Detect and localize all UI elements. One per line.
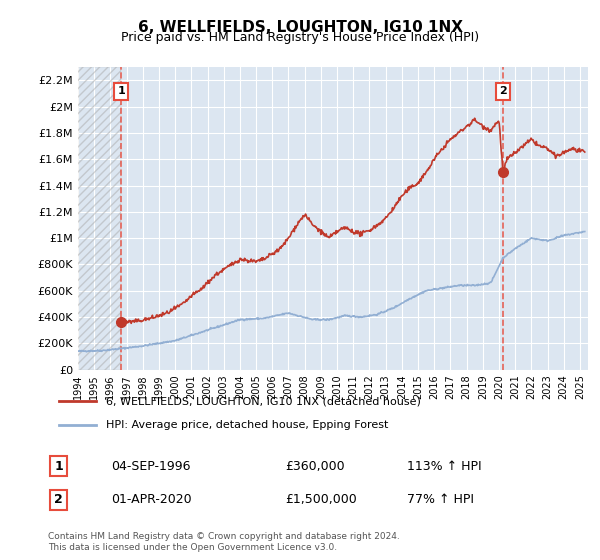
Text: 2: 2 — [499, 86, 507, 96]
Text: 6, WELLFIELDS, LOUGHTON, IG10 1NX (detached house): 6, WELLFIELDS, LOUGHTON, IG10 1NX (detac… — [106, 396, 421, 407]
Text: £1,500,000: £1,500,000 — [286, 493, 358, 506]
Text: 01-APR-2020: 01-APR-2020 — [112, 493, 192, 506]
Text: 04-SEP-1996: 04-SEP-1996 — [112, 460, 191, 473]
Text: 6, WELLFIELDS, LOUGHTON, IG10 1NX: 6, WELLFIELDS, LOUGHTON, IG10 1NX — [137, 20, 463, 35]
Text: 2: 2 — [54, 493, 63, 506]
Text: 1: 1 — [54, 460, 63, 473]
Text: 1: 1 — [118, 86, 125, 96]
Text: 113% ↑ HPI: 113% ↑ HPI — [407, 460, 482, 473]
Text: £360,000: £360,000 — [286, 460, 345, 473]
Text: Contains HM Land Registry data © Crown copyright and database right 2024.: Contains HM Land Registry data © Crown c… — [48, 532, 400, 541]
Text: This data is licensed under the Open Government Licence v3.0.: This data is licensed under the Open Gov… — [48, 543, 337, 552]
Text: HPI: Average price, detached house, Epping Forest: HPI: Average price, detached house, Eppi… — [106, 419, 388, 430]
Text: Price paid vs. HM Land Registry's House Price Index (HPI): Price paid vs. HM Land Registry's House … — [121, 31, 479, 44]
Text: 77% ↑ HPI: 77% ↑ HPI — [407, 493, 474, 506]
